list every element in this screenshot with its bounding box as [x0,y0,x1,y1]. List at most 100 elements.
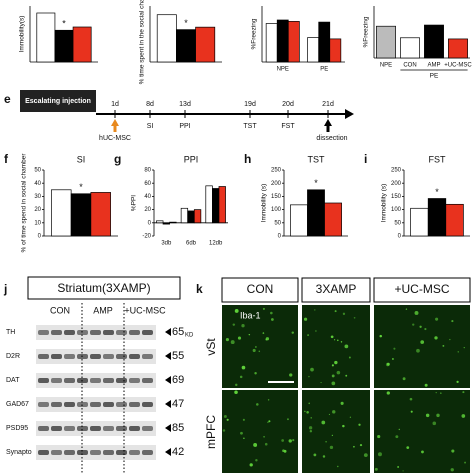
bar [36,12,56,63]
micrograph [374,390,470,473]
significance: * [435,187,439,197]
blot-band [142,330,153,335]
y-axis-label: Immobility (s) [381,184,388,223]
blot-band [64,330,75,335]
mark-arrow [324,119,332,132]
cell [405,308,408,310]
cell [322,455,326,458]
cell [291,331,294,334]
blot-band [103,426,114,431]
blot-band [142,426,153,431]
cell [314,309,316,311]
blot-band [103,402,114,407]
lane-label: AMP [93,305,113,315]
cell [303,317,308,321]
cell [249,463,253,467]
cell [267,421,269,424]
bar [400,37,420,59]
cell [419,325,422,328]
blot-band [90,450,101,455]
x-tick-label: 6db [186,241,197,247]
cell [336,370,341,375]
bar [70,193,92,237]
cell [410,410,413,413]
blot-band [142,450,153,455]
event-label: SI [147,123,154,130]
size-label: 42 [172,446,184,458]
cell [377,434,381,439]
cell [379,334,383,338]
bar [448,38,468,59]
column-box [301,277,371,303]
blot-band [142,378,153,383]
cell [310,367,314,372]
cell [345,374,348,377]
cell [363,453,368,458]
x-tick-label: NPE [380,63,392,69]
size-arrow [165,376,171,384]
y-tick-label: 100 [391,207,402,213]
cell [348,356,351,359]
bar [156,220,164,224]
cell [377,452,382,457]
cell [234,390,238,395]
cell [304,410,306,413]
cell [306,410,309,414]
column-label: CON [247,282,274,296]
y-tick-label: 50 [274,220,281,226]
cell [424,327,427,331]
cell [320,381,322,384]
y-axis-label: %Freezing [363,16,370,47]
bar [212,188,220,224]
panel-label: g [114,152,121,166]
cell [386,391,390,395]
x-tick-label: PE [320,67,328,73]
bar [195,26,216,63]
blot-band [51,402,62,407]
panel-label: k [196,282,203,296]
bar [54,29,74,63]
bar [290,204,308,237]
blot-band [142,402,153,407]
event-label: TST [243,123,257,130]
day-label: 8d [146,101,154,108]
protein-name: D2R [6,353,20,360]
bar [193,209,202,224]
cell [289,373,293,377]
y-tick-label: 40 [34,181,41,187]
blot-band [103,450,114,455]
cell [241,365,246,370]
blot-band [129,378,140,383]
blot-band [51,354,62,359]
y-tick-label: 20 [144,207,151,213]
cell [308,426,313,430]
cell [313,453,317,457]
cell [292,439,295,442]
cell [432,421,437,426]
bar [156,14,177,63]
cell [340,341,343,343]
y-axis-label: % of time spend in social chamber [21,153,28,253]
cell [243,437,245,440]
blot-band [116,402,127,407]
y-tick-label: 0 [38,234,42,240]
blot-band [64,378,75,383]
cell [359,443,363,447]
micrograph [222,305,298,388]
lane-label: CON [50,305,70,315]
cell [434,336,438,340]
cell [331,381,336,386]
x-tick-label: AMP [427,63,440,69]
bar [180,207,189,224]
blot-band [129,426,140,431]
injection-box [20,90,96,112]
cell [263,436,265,438]
chart-title: FST [429,154,447,164]
cell [349,416,352,418]
cell [425,413,430,418]
cell [310,417,312,419]
blot-band [64,354,75,359]
cell [331,434,333,437]
cell [234,309,239,313]
